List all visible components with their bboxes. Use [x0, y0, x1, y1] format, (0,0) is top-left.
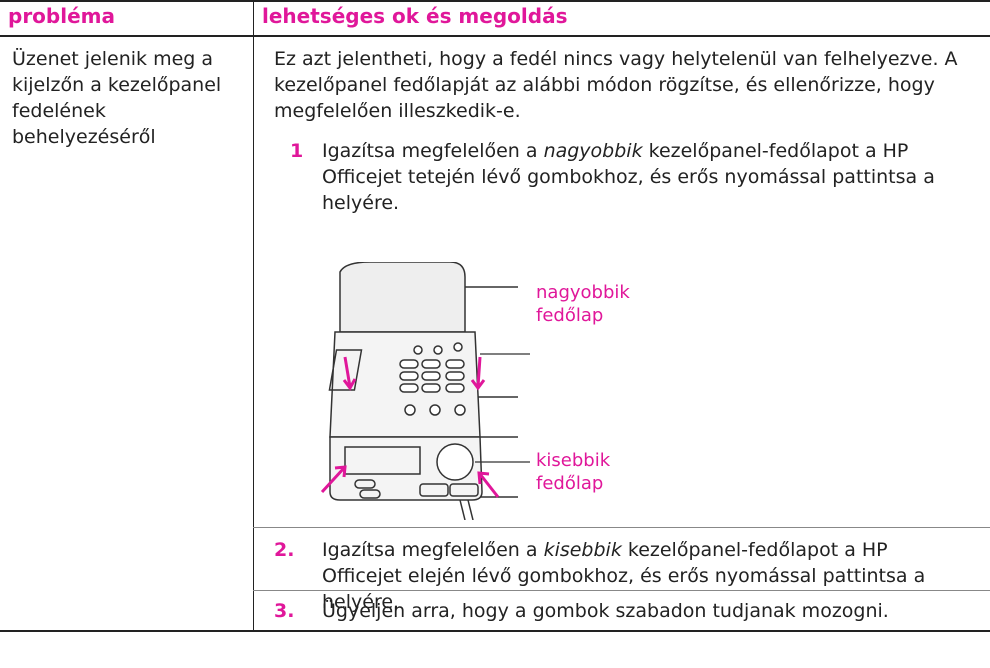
label-line: nagyobbik [536, 282, 630, 303]
column-divider [253, 0, 254, 631]
rule [0, 630, 990, 632]
label-line: fedőlap [536, 305, 604, 326]
text: kezelőpanel-fedőlapot a HP Officejet tet… [322, 140, 935, 214]
rule [253, 590, 990, 591]
rule [0, 35, 990, 37]
rule [253, 527, 990, 528]
header: lehetséges ok és megoldás [262, 4, 568, 28]
step-text: Igazítsa megfelelően a nagyobbik kezelőp… [322, 138, 972, 216]
text: Igazítsa megfelelően a [322, 539, 544, 561]
label-line: kisebbik [536, 450, 611, 471]
step-number: 2. [274, 539, 295, 561]
step-text: Ügyeljen arra, hogy a gombok szabadon tu… [322, 598, 982, 624]
illustration [320, 262, 530, 520]
step-number: 1 [290, 140, 304, 162]
emphasis: nagyobbik [543, 140, 643, 162]
figure-label: kisebbik fedőlap [536, 449, 610, 495]
text: Ügyeljen arra, hogy a gombok szabadon tu… [322, 600, 889, 622]
text: Igazítsa megfelelően a [322, 140, 544, 162]
figure-label: nagyobbik fedőlap [536, 281, 630, 327]
step-number: 3. [274, 600, 295, 622]
intro: Ez azt jelentheti, hogy a fedél nincs va… [274, 48, 958, 122]
problem: Üzenet jelenik meg a kijelzőn a kezelőpa… [12, 48, 222, 148]
header: probléma [8, 4, 115, 28]
text: kezelőpanel-fedőlapot a HP Officejet ele… [322, 539, 926, 613]
label-line: fedőlap [536, 473, 604, 494]
emphasis: kisebbik [543, 539, 622, 561]
rule [0, 0, 990, 2]
step-text: Igazítsa megfelelően a kisebbik kezelőpa… [322, 537, 972, 615]
